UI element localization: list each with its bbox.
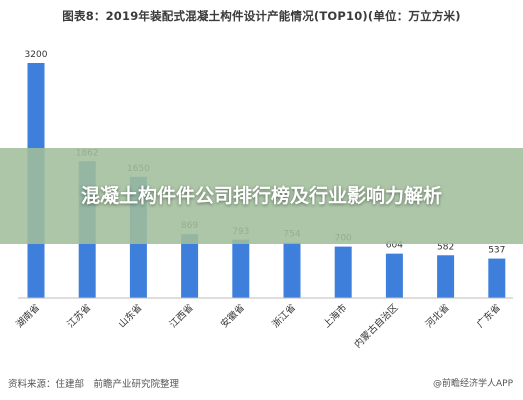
x-tick-label-1: 湖南省 [13,302,42,331]
bar-9 [437,255,455,298]
x-tick-label-5: 安徽省 [218,302,247,331]
x-tick-label-7: 上海市 [321,301,350,330]
banner-title: 混凝土构件件公司排行榜及行业影响力解析 [80,185,442,207]
x-tick-label-3: 山东省 [116,302,145,331]
x-tick-label-4: 江西省 [167,302,196,331]
title-banner: 混凝土构件件公司排行榜及行业影响力解析 [0,148,523,244]
bar-4 [181,234,199,298]
x-tick-label-8: 内蒙古自治区 [352,301,401,350]
x-tick-label-9: 河北省 [423,302,452,331]
data-label-10: 537 [488,246,505,256]
x-tick-label-2: 江苏省 [65,302,94,331]
bar-6 [283,242,301,298]
bar-10 [488,258,506,298]
brand-watermark: @前瞻经济学人APP [432,379,513,389]
source-note: 资料来源：住建部 前瞻产业研究院整理 [8,379,180,390]
data-label-8: 604 [386,241,403,251]
x-tick-label-10: 广东省 [474,302,503,331]
data-label-9: 582 [437,242,454,252]
data-label-1: 3200 [25,50,48,60]
x-tick-label-6: 浙江省 [269,302,298,331]
bar-8 [385,253,403,298]
chart-title: 图表8：2019年装配式混凝土构件设计产能情况(TOP10)(单位：万立方米) [62,9,461,23]
bar-5 [232,239,250,298]
bar-7 [334,246,352,298]
